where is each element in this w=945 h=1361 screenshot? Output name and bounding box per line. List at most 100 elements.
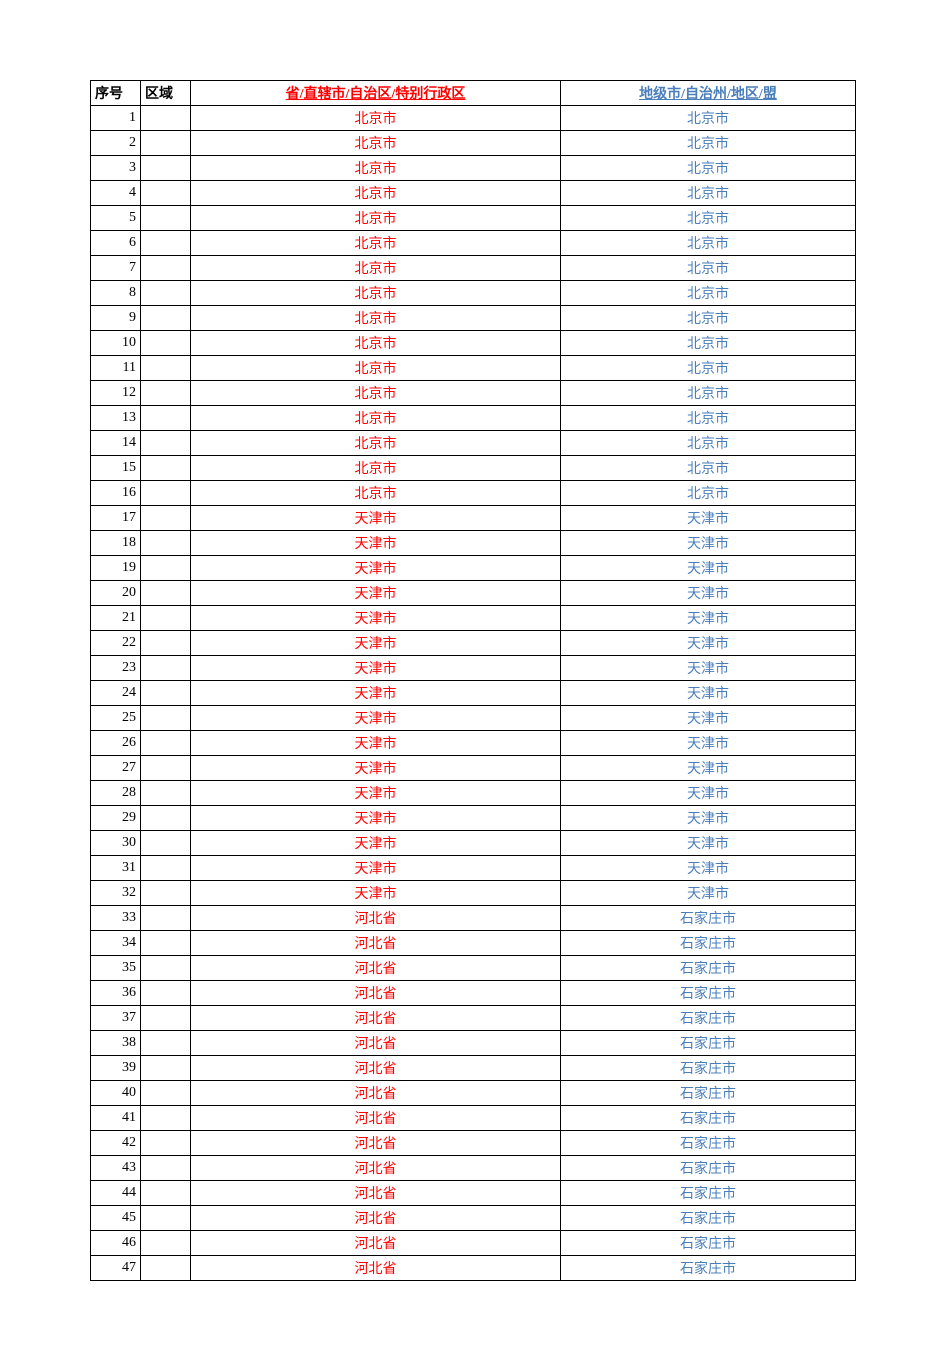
cell-province: 天津市 (191, 681, 561, 706)
cell-index: 42 (91, 1131, 141, 1156)
cell-index: 23 (91, 656, 141, 681)
cell-city: 石家庄市 (561, 1081, 856, 1106)
table-row: 10北京市北京市 (91, 331, 856, 356)
cell-province: 北京市 (191, 431, 561, 456)
cell-province: 河北省 (191, 1056, 561, 1081)
cell-city: 天津市 (561, 631, 856, 656)
cell-city: 北京市 (561, 306, 856, 331)
cell-city: 北京市 (561, 281, 856, 306)
cell-province: 北京市 (191, 281, 561, 306)
cell-city: 北京市 (561, 331, 856, 356)
cell-province: 天津市 (191, 656, 561, 681)
table-row: 42河北省石家庄市 (91, 1131, 856, 1156)
cell-index: 40 (91, 1081, 141, 1106)
cell-region (141, 481, 191, 506)
cell-city: 天津市 (561, 731, 856, 756)
table-row: 41河北省石家庄市 (91, 1106, 856, 1131)
cell-region (141, 106, 191, 131)
cell-city: 石家庄市 (561, 1181, 856, 1206)
cell-province: 北京市 (191, 356, 561, 381)
cell-city: 天津市 (561, 681, 856, 706)
table-row: 27天津市天津市 (91, 756, 856, 781)
cell-province: 天津市 (191, 731, 561, 756)
table-row: 24 天津市天津市 (91, 681, 856, 706)
cell-region (141, 931, 191, 956)
cell-province: 河北省 (191, 981, 561, 1006)
cell-city: 天津市 (561, 806, 856, 831)
cell-index: 24 (91, 681, 141, 706)
table-row: 37河北省石家庄市 (91, 1006, 856, 1031)
cell-province: 北京市 (191, 256, 561, 281)
cell-index: 28 (91, 781, 141, 806)
table-row: 36河北省石家庄市 (91, 981, 856, 1006)
cell-province: 北京市 (191, 406, 561, 431)
cell-region (141, 1231, 191, 1256)
cell-region (141, 181, 191, 206)
cell-province: 河北省 (191, 1131, 561, 1156)
cell-index: 3 (91, 156, 141, 181)
cell-region (141, 1131, 191, 1156)
cell-region (141, 956, 191, 981)
cell-region (141, 656, 191, 681)
cell-city: 天津市 (561, 556, 856, 581)
cell-index: 12 (91, 381, 141, 406)
cell-index: 10 (91, 331, 141, 356)
cell-province: 北京市 (191, 456, 561, 481)
cell-province: 天津市 (191, 781, 561, 806)
cell-province: 北京市 (191, 131, 561, 156)
cell-city: 石家庄市 (561, 1256, 856, 1281)
cell-region (141, 856, 191, 881)
table-row: 19天津市天津市 (91, 556, 856, 581)
cell-province: 河北省 (191, 1031, 561, 1056)
cell-region (141, 456, 191, 481)
table-header-row: 序号 区域 省/直辖市/自治区/特别行政区 地级市/自治州/地区/盟 (91, 81, 856, 106)
cell-region (141, 806, 191, 831)
cell-region (141, 1056, 191, 1081)
cell-province: 天津市 (191, 856, 561, 881)
cell-index: 47 (91, 1256, 141, 1281)
cell-region (141, 581, 191, 606)
cell-region (141, 281, 191, 306)
cell-index: 34 (91, 931, 141, 956)
table-row: 6北京市北京市 (91, 231, 856, 256)
table-row: 3北京市北京市 (91, 156, 856, 181)
cell-index: 30 (91, 831, 141, 856)
table-row: 44河北省石家庄市 (91, 1181, 856, 1206)
cell-city: 北京市 (561, 206, 856, 231)
cell-index: 27 (91, 756, 141, 781)
cell-region (141, 1106, 191, 1131)
cell-city: 石家庄市 (561, 1231, 856, 1256)
table-row: 13北京市北京市 (91, 406, 856, 431)
cell-city: 北京市 (561, 406, 856, 431)
cell-city: 石家庄市 (561, 981, 856, 1006)
cell-region (141, 1206, 191, 1231)
table-row: 11北京市北京市 (91, 356, 856, 381)
table-row: 15北京市北京市 (91, 456, 856, 481)
table-row: 7北京市北京市 (91, 256, 856, 281)
table-row: 29天津市天津市 (91, 806, 856, 831)
cell-index: 32 (91, 881, 141, 906)
table-row: 46河北省石家庄市 (91, 1231, 856, 1256)
cell-region (141, 906, 191, 931)
cell-province: 河北省 (191, 1256, 561, 1281)
table-row: 20天津市天津市 (91, 581, 856, 606)
table-row: 23天津市天津市 (91, 656, 856, 681)
cell-city: 天津市 (561, 581, 856, 606)
cell-index: 17 (91, 506, 141, 531)
header-region: 区域 (141, 81, 191, 106)
table-row: 5北京市北京市 (91, 206, 856, 231)
cell-region (141, 306, 191, 331)
cell-province: 天津市 (191, 581, 561, 606)
region-table: 序号 区域 省/直辖市/自治区/特别行政区 地级市/自治州/地区/盟 1北京市北… (90, 80, 856, 1281)
table-row: 26天津市天津市 (91, 731, 856, 756)
table-row: 25天津市天津市 (91, 706, 856, 731)
cell-region (141, 256, 191, 281)
cell-province: 天津市 (191, 556, 561, 581)
cell-city: 石家庄市 (561, 1106, 856, 1131)
cell-city: 北京市 (561, 381, 856, 406)
cell-index: 18 (91, 531, 141, 556)
cell-city: 天津市 (561, 881, 856, 906)
cell-province: 北京市 (191, 106, 561, 131)
cell-index: 4 (91, 181, 141, 206)
table-row: 16北京市北京市 (91, 481, 856, 506)
